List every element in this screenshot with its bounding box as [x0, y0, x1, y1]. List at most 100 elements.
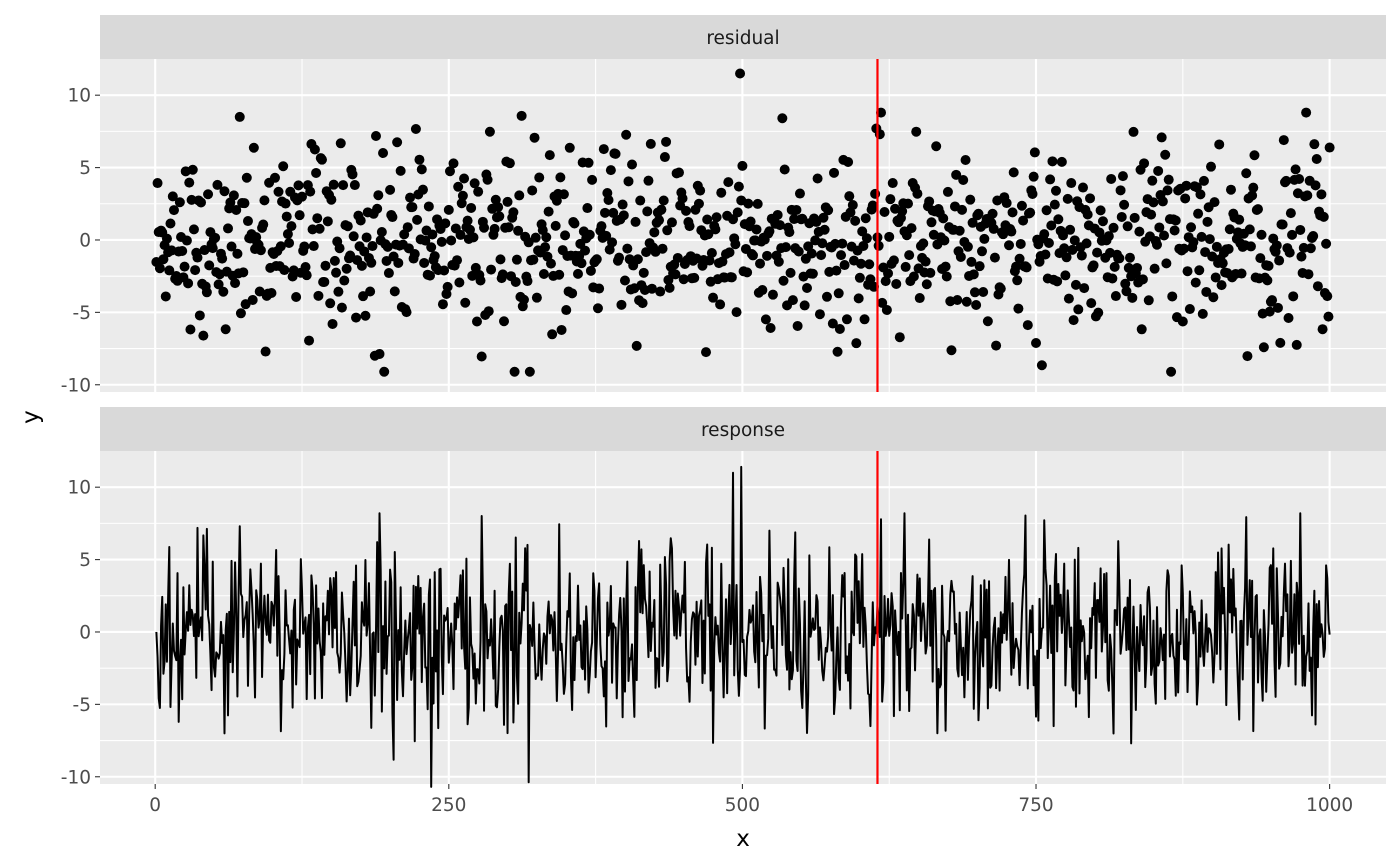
residual-point: [523, 237, 534, 248]
residual-point: [657, 243, 668, 254]
residual-point: [1127, 292, 1138, 303]
residual-point: [635, 195, 646, 206]
residual-point: [851, 338, 862, 349]
residual-point: [165, 218, 176, 229]
residual-point: [319, 276, 330, 287]
residual-point: [223, 223, 234, 234]
residual-point: [356, 260, 367, 271]
residual-point: [479, 222, 490, 233]
residual-point: [1110, 291, 1121, 302]
y-tick-label: -10: [61, 375, 91, 396]
residual-point: [743, 198, 754, 209]
residual-point: [1082, 209, 1093, 220]
residual-point: [493, 202, 504, 213]
residual-point: [979, 233, 990, 244]
residual-point: [1258, 342, 1269, 353]
residual-point: [556, 324, 567, 335]
residual-point: [646, 283, 657, 294]
residual-point: [372, 203, 383, 214]
x-axis: 0 250 500 750 1000: [149, 784, 1353, 816]
residual-point: [333, 286, 344, 297]
residual-point: [366, 257, 377, 268]
residual-point: [509, 366, 520, 377]
residual-point: [334, 243, 345, 254]
residual-point: [338, 180, 349, 191]
residual-point: [1295, 224, 1306, 235]
residual-point: [181, 235, 192, 246]
residual-point: [210, 232, 221, 243]
y-tick-label: 10: [67, 478, 91, 499]
residual-point: [1059, 243, 1070, 254]
residual-point: [1013, 303, 1024, 314]
residual-point: [681, 205, 692, 216]
residual-point: [299, 241, 310, 252]
residual-point: [619, 275, 630, 286]
residual-point: [833, 288, 844, 299]
residual-point: [982, 316, 993, 327]
residual-point: [823, 205, 834, 216]
residual-point: [1197, 308, 1208, 319]
residual-point: [1157, 196, 1168, 207]
residual-point: [939, 235, 950, 246]
residual-point: [616, 299, 627, 310]
residual-point: [167, 191, 178, 202]
residual-point: [836, 250, 847, 261]
residual-point: [887, 178, 898, 189]
residual-point: [608, 207, 619, 218]
residual-point: [988, 223, 999, 234]
residual-point: [1214, 139, 1225, 150]
residual-point: [336, 302, 347, 313]
residual-point: [1078, 182, 1088, 193]
residual-point: [483, 306, 494, 317]
residual-point: [1305, 243, 1316, 254]
residual-point: [273, 186, 284, 197]
residual-point: [228, 190, 239, 201]
residual-point: [1011, 261, 1022, 272]
residual-point: [1001, 198, 1012, 209]
residual-point: [695, 185, 706, 196]
residual-point: [605, 165, 616, 176]
residual-point: [1148, 197, 1159, 208]
residual-point: [1039, 229, 1050, 240]
residual-point: [1153, 165, 1164, 176]
residual-point: [594, 283, 605, 294]
y-tick-label: 0: [79, 230, 91, 251]
residual-point: [843, 157, 854, 168]
residual-point: [1115, 185, 1126, 196]
residual-point: [654, 215, 665, 226]
residual-point: [1271, 240, 1282, 251]
residual-point: [572, 268, 583, 279]
residual-point: [326, 194, 337, 205]
residual-point: [1117, 171, 1128, 182]
residual-point: [407, 202, 418, 213]
residual-point: [184, 177, 195, 188]
residual-point: [486, 264, 497, 275]
residual-point: [1181, 180, 1192, 191]
residual-point: [787, 295, 798, 306]
residual-point: [925, 267, 936, 278]
residual-point: [1159, 230, 1170, 241]
residual-point: [1195, 189, 1206, 200]
residual-point: [529, 132, 540, 143]
residual-point: [655, 286, 666, 297]
residual-point: [495, 254, 506, 265]
residual-point: [370, 130, 381, 141]
residual-point: [989, 252, 1000, 263]
residual-point: [468, 232, 479, 243]
x-tick-label: 250: [431, 795, 466, 816]
residual-point: [767, 289, 778, 300]
strip-residual: [100, 15, 1386, 59]
residual-point: [247, 294, 258, 305]
residual-point: [762, 250, 773, 261]
residual-point: [832, 346, 843, 357]
residual-point: [1066, 178, 1077, 189]
residual-point: [550, 220, 561, 231]
residual-point: [802, 282, 813, 293]
residual-point: [355, 215, 366, 226]
residual-point: [938, 213, 949, 224]
residual-point: [1308, 231, 1319, 242]
residual-point: [920, 256, 931, 267]
residual-point: [543, 206, 554, 217]
residual-point: [751, 224, 762, 235]
residual-point: [329, 255, 340, 266]
